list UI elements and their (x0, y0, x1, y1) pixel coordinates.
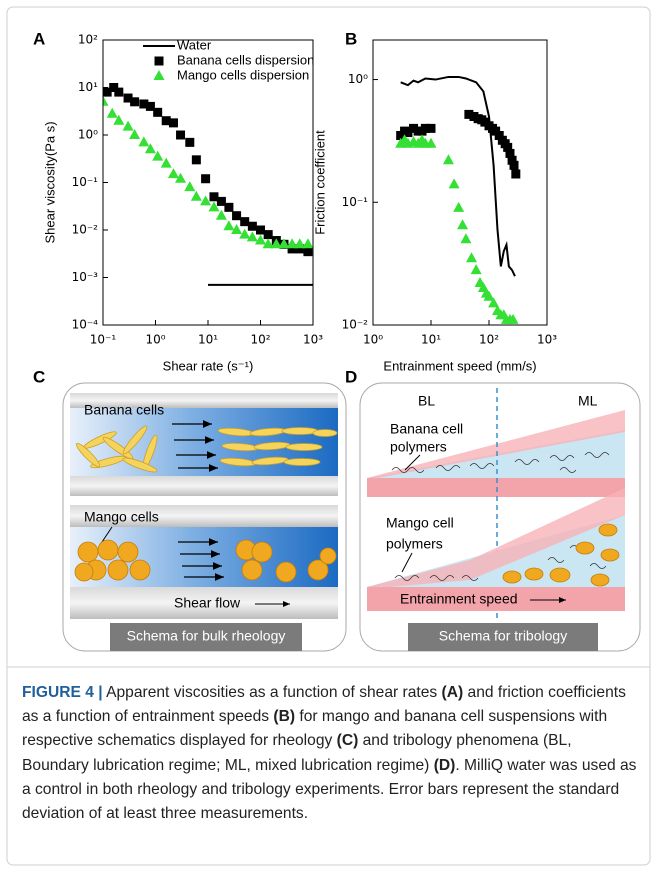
diagram-d: D BL ML Banana cell polymers Mango cell … (345, 367, 640, 651)
x-tick-label: 10⁰ (363, 333, 383, 347)
label: Banana cells (84, 402, 164, 418)
label: polymers (390, 439, 447, 455)
x-tick-label: 10³ (303, 333, 323, 347)
y-tick-label: 10⁻² (342, 318, 369, 332)
x-tick-label: 10⁰ (145, 333, 165, 347)
marker-triangle (138, 136, 149, 146)
label: Schema for tribology (439, 628, 567, 644)
marker-square (176, 131, 185, 140)
marker-triangle (471, 264, 482, 274)
y-tick-label: 10⁻⁴ (72, 318, 99, 332)
caption-label: FIGURE 4 | (22, 684, 103, 701)
x-tick-label: 10³ (537, 333, 557, 347)
label: Mango cells (84, 509, 159, 525)
chart: B10⁰10¹10²10³10⁻²10⁻¹10⁰Entrainment spee… (312, 29, 557, 373)
x-axis-label: Shear rate (s⁻¹) (163, 358, 254, 373)
marker-square (114, 88, 123, 97)
y-tick-label: 10⁻² (72, 223, 99, 237)
caption-ref: (C) (337, 732, 359, 749)
marker-triangle (466, 252, 477, 262)
caption: FIGURE 4 | Apparent viscosities as a fun… (22, 681, 640, 826)
marker-triangle (457, 219, 468, 229)
marker-square (155, 57, 164, 66)
marker-triangle (443, 154, 454, 164)
marker-triangle (453, 202, 464, 212)
x-axis-label: Entrainment speed (mm/s) (383, 358, 536, 373)
y-axis-label: Friction coefficient (312, 130, 327, 235)
plot-frame (373, 40, 547, 325)
marker-square (169, 118, 178, 127)
caption-text: Apparent viscosities as a function of sh… (103, 684, 442, 701)
figure: C Banana cells Mango cells (0, 0, 657, 872)
marker-triangle (107, 108, 118, 118)
caption-ref: (B) (273, 708, 295, 725)
y-tick-label: 10⁻¹ (72, 175, 99, 189)
marker-triangle (302, 238, 313, 248)
x-tick-label: 10² (250, 333, 270, 347)
caption-ref: (A) (442, 684, 464, 701)
marker-square (511, 169, 520, 178)
marker-triangle (200, 195, 211, 205)
marker-triangle (161, 158, 172, 168)
panel-label: C (33, 367, 45, 386)
y-tick-label: 10⁻¹ (342, 195, 369, 209)
label: BL (418, 393, 435, 409)
marker-square (248, 222, 257, 231)
marker-square (224, 203, 233, 212)
marker-triangle (168, 168, 179, 178)
legend-label: Water (177, 37, 212, 52)
marker-triangle (223, 220, 234, 230)
y-tick-label: 10² (78, 33, 98, 47)
x-tick-label: 10⁻¹ (90, 333, 117, 347)
marker-triangle (449, 178, 460, 188)
label: Schema for bulk rheology (127, 628, 286, 644)
marker-triangle (154, 70, 165, 80)
line (401, 77, 515, 276)
label: Entrainment speed (400, 591, 518, 607)
plot (395, 77, 520, 324)
panel-label: D (345, 367, 357, 386)
legend-label: Mango cells dispersion (177, 67, 309, 82)
caption-ref: (D) (434, 757, 456, 774)
chart: A 10⁻¹ 10⁰ 10¹ 10² 10³ 10⁻⁴ 10⁻³ 10⁻² 10⁻¹ 10⁰ 10¹ 1… (33, 29, 323, 373)
label: ML (578, 393, 598, 409)
marker-square (427, 124, 436, 133)
marker-square (192, 155, 201, 164)
label: Mango cell (386, 515, 454, 531)
marker-square (185, 138, 194, 147)
marker-square (240, 217, 249, 226)
y-tick-label: 10⁻³ (72, 270, 99, 284)
marker-triangle (123, 121, 134, 131)
y-tick-label: 10⁰ (348, 72, 368, 86)
marker-triangle (460, 233, 471, 243)
panel-label: B (345, 29, 357, 48)
x-tick-label: 10¹ (198, 333, 218, 347)
y-tick-label: 10¹ (78, 80, 98, 94)
label: Banana cell (390, 421, 463, 437)
label: polymers (386, 536, 443, 552)
label: Shear flow (174, 595, 241, 611)
marker-square (232, 211, 241, 220)
marker-square (510, 161, 519, 170)
marker-square (256, 226, 265, 235)
plot (98, 83, 314, 285)
panel-label: A (33, 29, 45, 48)
y-axis-label: Shear viscosity(Pa s) (42, 121, 57, 243)
marker-triangle (191, 191, 202, 201)
diagram-c: C Banana cells Mango cells (33, 367, 346, 651)
marker-square (130, 97, 139, 106)
y-tick-label: 10⁰ (78, 128, 98, 142)
surface (367, 478, 625, 497)
marker-square (153, 108, 162, 117)
x-tick-label: 10² (479, 333, 499, 347)
plate (70, 476, 338, 496)
marker-square (303, 247, 312, 256)
x-tick-label: 10¹ (421, 333, 441, 347)
marker-square (264, 230, 273, 239)
marker-square (201, 174, 210, 183)
legend-label: Banana cells dispersion (177, 52, 314, 67)
